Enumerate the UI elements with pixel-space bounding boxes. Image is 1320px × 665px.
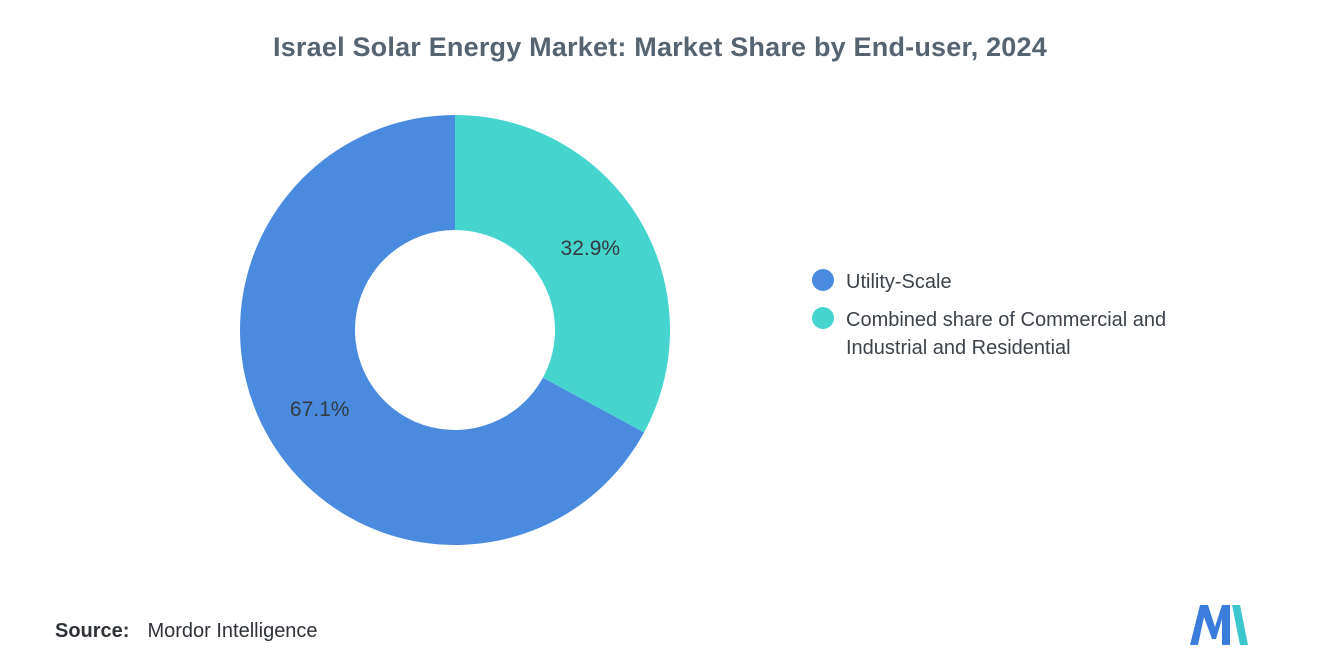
mordor-intelligence-logo [1190, 605, 1248, 645]
chart-title: Israel Solar Energy Market: Market Share… [273, 32, 1047, 62]
legend-label-combined: Combined share of Commercial and Industr… [846, 309, 1167, 359]
legend-item-utility-scale[interactable]: Utility-Scale [812, 268, 1221, 296]
source-label: Source: [55, 620, 130, 642]
source-value: Mordor Intelligence [147, 620, 318, 642]
legend-label-utility-scale: Utility-Scale [846, 271, 952, 293]
legend-swatch-utility-scale [812, 269, 834, 291]
logo-slash-shape [1232, 605, 1248, 645]
legend-swatch-combined [812, 307, 834, 329]
chart-legend: Utility-Scale Combined share of Commerci… [812, 268, 1221, 362]
logo-m-shape [1190, 605, 1230, 645]
legend-item-combined[interactable]: Combined share of Commercial and Industr… [812, 306, 1221, 362]
donut-slice-utility-scale[interactable] [239, 115, 645, 546]
donut-slice-combined-commercial-industrial-residential[interactable] [455, 115, 670, 433]
source-row: Source: Mordor Intelligence [55, 620, 318, 643]
